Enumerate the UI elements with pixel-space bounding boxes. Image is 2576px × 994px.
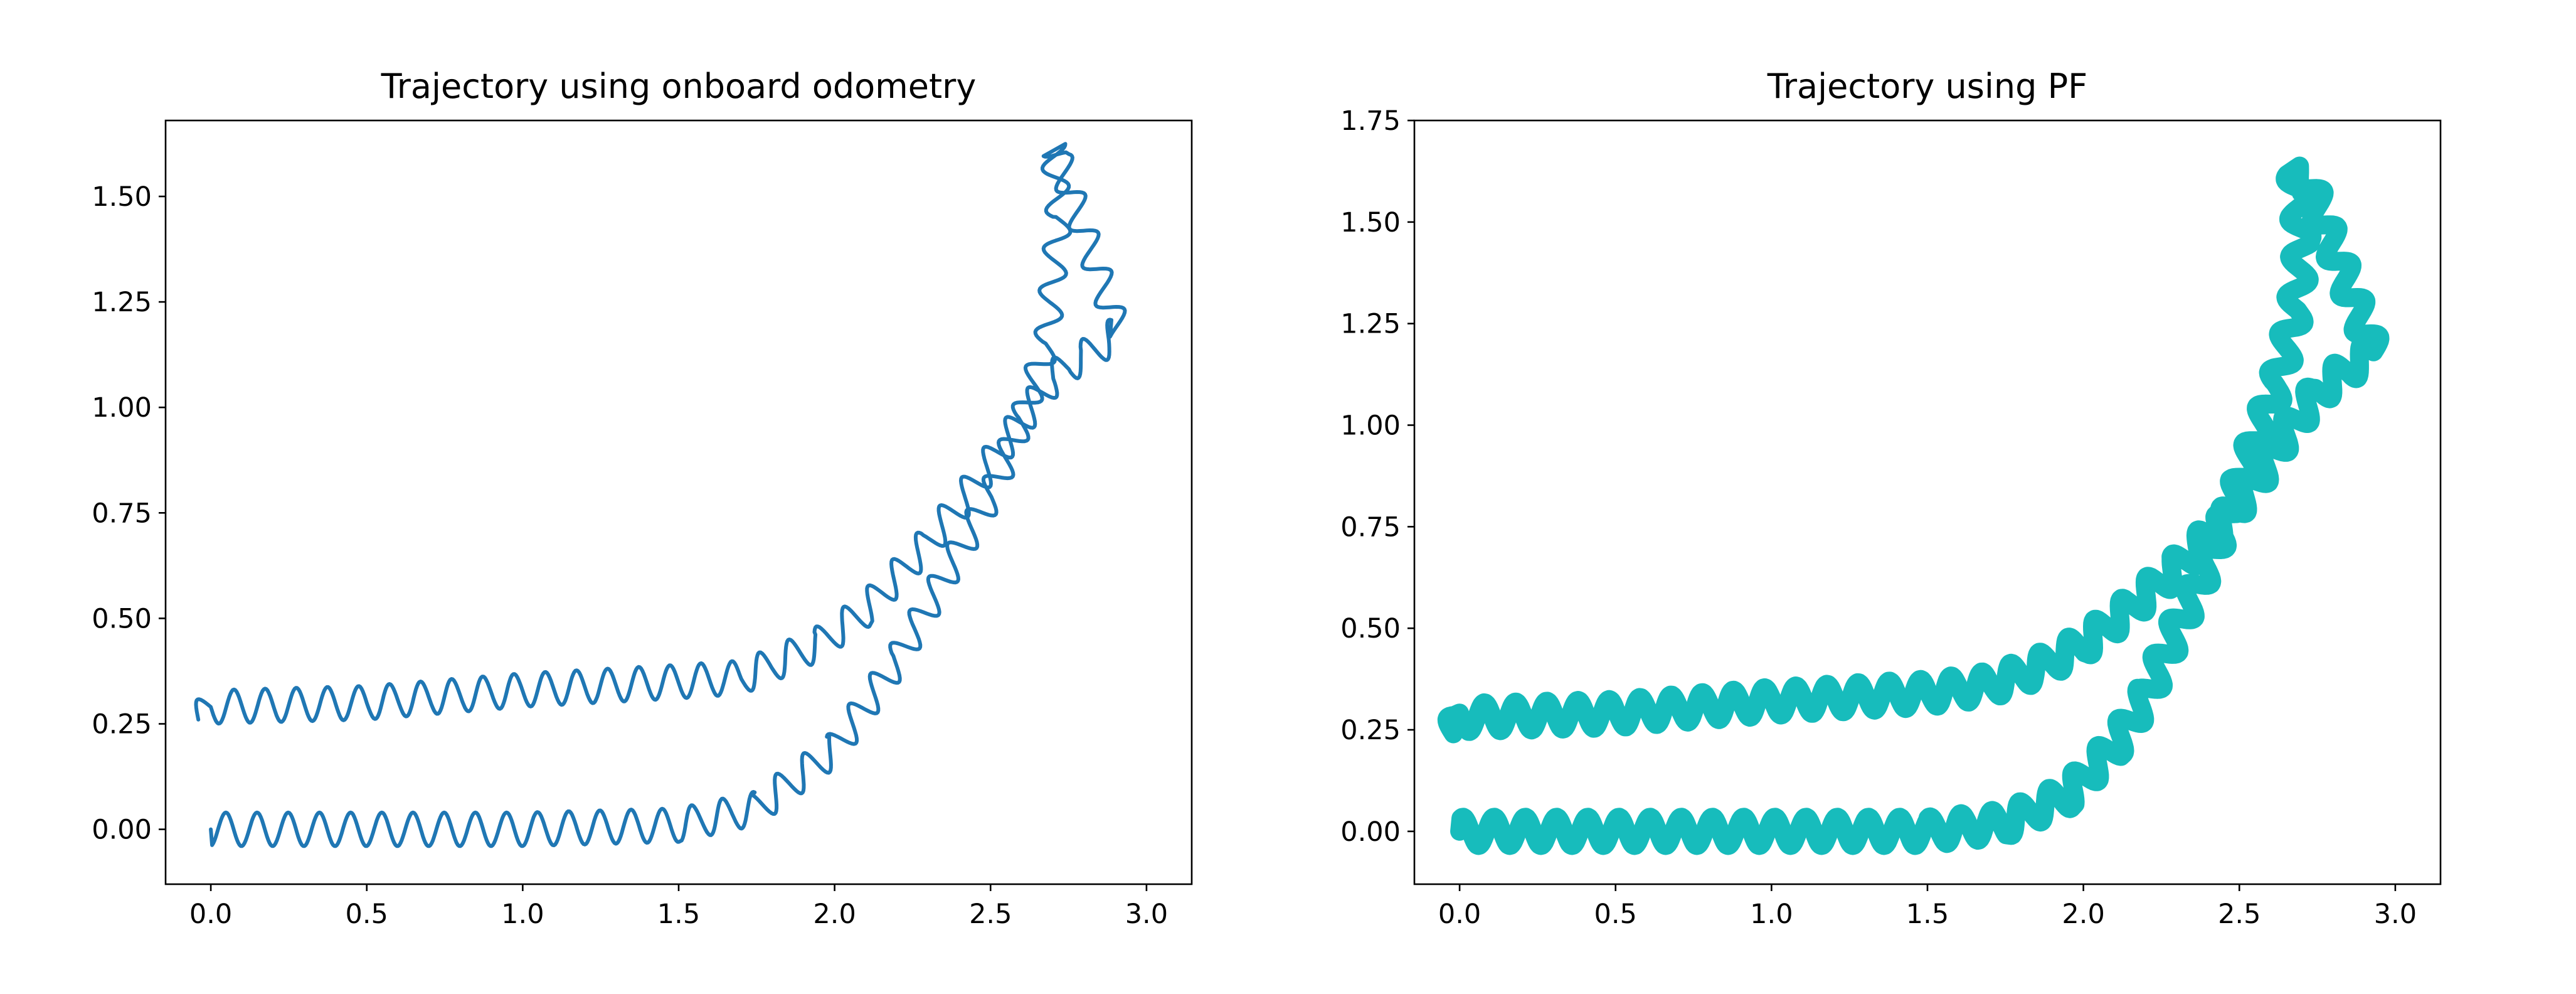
odometry-y-tick-label: 1.50 [92, 181, 152, 213]
pf-x-tick-label: 1.5 [1906, 899, 1949, 930]
odometry-x-tick-label: 1.0 [501, 899, 544, 930]
pf-y-tick-label: 0.50 [1340, 613, 1401, 644]
odometry-y-tick-label: 0.50 [92, 603, 152, 634]
pf-x-tick-label: 2.0 [2062, 899, 2104, 930]
pf-x-tick-label: 2.5 [2218, 899, 2261, 930]
pf-y-tick-label: 1.75 [1340, 105, 1401, 137]
odometry-y-tick-label: 0.25 [92, 708, 152, 740]
pf-y-tick-label: 1.50 [1340, 207, 1401, 238]
odometry-plot: Trajectory using onboard odometry 0.0 0.5… [92, 67, 1193, 930]
odometry-plot-frame [164, 119, 1193, 885]
pf-y-tick-label: 0.25 [1340, 715, 1401, 746]
odometry-x-tick-label: 0.0 [189, 899, 232, 930]
pf-plot: Trajectory using PF 0.0 0.5 1.0 1.5 2.0 2.5 3.… [1340, 67, 2442, 930]
pf-y-tick-label: 0.75 [1340, 511, 1401, 543]
pf-x-tick-label: 1.0 [1750, 899, 1793, 930]
pf-data-layer [1437, 156, 2390, 855]
pf-y-tick-label: 1.00 [1340, 410, 1401, 442]
odometry-x-tick-label: 2.5 [969, 899, 1012, 930]
pf-y-tick-label: 0.00 [1340, 816, 1401, 848]
odometry-y-tick-label: 0.00 [92, 815, 152, 846]
odometry-y-tick-label: 1.00 [92, 392, 152, 424]
pf-x-tick-label: 0.5 [1594, 899, 1637, 930]
odometry-x-tick-label: 3.0 [1125, 899, 1168, 930]
odometry-trajectory-line [194, 142, 1127, 848]
odometry-y-tick-label: 1.25 [92, 287, 152, 318]
odometry-y-tick-label: 0.75 [92, 498, 152, 529]
odometry-x-tick-label: 2.0 [813, 899, 856, 930]
pf-plot-frame [1413, 119, 2442, 885]
odometry-plot-title: Trajectory using onboard odometry [381, 67, 977, 106]
odometry-ticks: 0.0 0.5 1.0 1.5 2.0 2.5 3.0 0.00 0.25 0.50 0.75 1.0… [92, 181, 1168, 930]
pf-trajectory-line [1437, 156, 2390, 855]
odometry-x-tick-label: 1.5 [657, 899, 700, 930]
pf-plot-title: Trajectory using PF [1767, 67, 2087, 106]
odometry-x-tick-label: 0.5 [346, 899, 388, 930]
pf-ticks: 0.0 0.5 1.0 1.5 2.0 2.5 3.0 0.00 0.25 0.50 0.75 1.0… [1340, 105, 2417, 930]
odometry-data-layer [194, 142, 1127, 848]
pf-x-tick-label: 3.0 [2374, 899, 2417, 930]
pf-x-tick-label: 0.0 [1438, 899, 1481, 930]
pf-y-tick-label: 1.25 [1340, 309, 1401, 340]
